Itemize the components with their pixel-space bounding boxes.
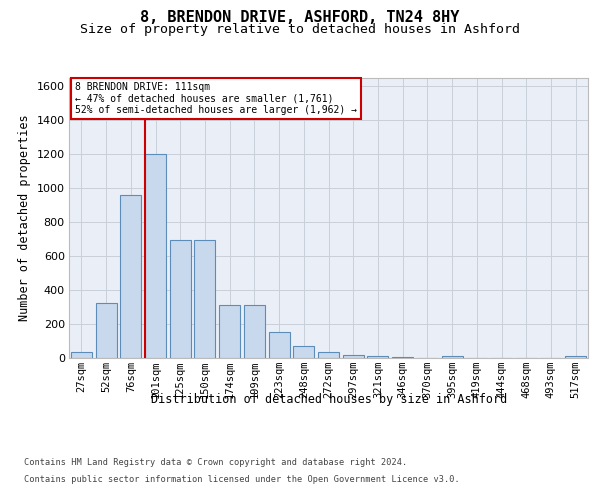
- Bar: [343, 355, 364, 358]
- Bar: [318, 352, 339, 358]
- Bar: [392, 356, 413, 358]
- Text: Size of property relative to detached houses in Ashford: Size of property relative to detached ho…: [80, 24, 520, 36]
- Bar: [367, 356, 388, 358]
- Text: Distribution of detached houses by size in Ashford: Distribution of detached houses by size …: [151, 394, 507, 406]
- Bar: [95, 303, 116, 358]
- Bar: [244, 305, 265, 358]
- Bar: [565, 356, 586, 358]
- Bar: [219, 305, 240, 358]
- Y-axis label: Number of detached properties: Number of detached properties: [18, 114, 31, 321]
- Text: Contains HM Land Registry data © Crown copyright and database right 2024.: Contains HM Land Registry data © Crown c…: [24, 458, 407, 467]
- Bar: [442, 356, 463, 358]
- Bar: [293, 346, 314, 358]
- Text: Contains public sector information licensed under the Open Government Licence v3: Contains public sector information licen…: [24, 476, 460, 484]
- Bar: [71, 352, 92, 358]
- Bar: [145, 154, 166, 358]
- Text: 8 BRENDON DRIVE: 111sqm
← 47% of detached houses are smaller (1,761)
52% of semi: 8 BRENDON DRIVE: 111sqm ← 47% of detache…: [75, 82, 357, 115]
- Bar: [194, 240, 215, 358]
- Bar: [120, 194, 141, 358]
- Text: 8, BRENDON DRIVE, ASHFORD, TN24 8HY: 8, BRENDON DRIVE, ASHFORD, TN24 8HY: [140, 10, 460, 25]
- Bar: [170, 240, 191, 358]
- Bar: [269, 332, 290, 357]
